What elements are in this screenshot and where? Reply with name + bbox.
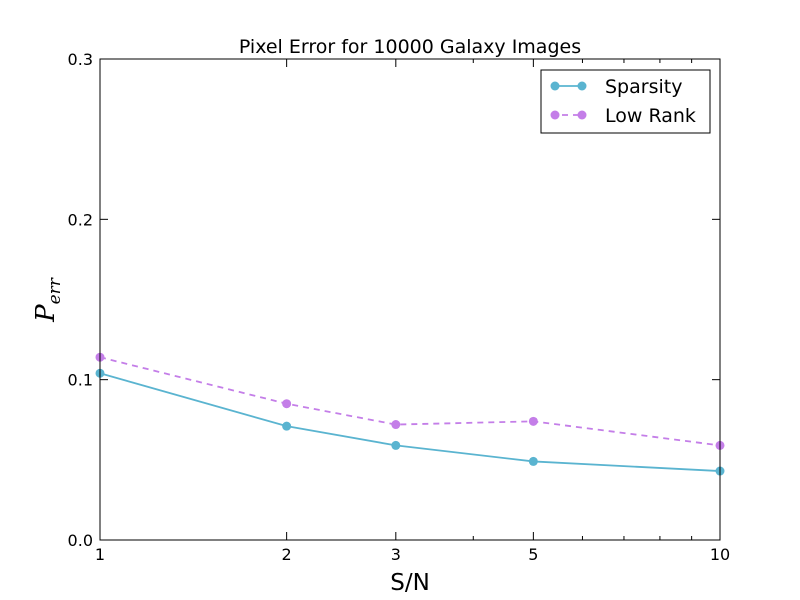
legend-label-sparsity: Sparsity bbox=[605, 76, 682, 98]
x-tick-label: 1 bbox=[95, 545, 105, 564]
y-axis-label: Perr bbox=[31, 277, 65, 323]
y-tick-label: 0.1 bbox=[68, 371, 93, 390]
data-point-sparsity bbox=[391, 440, 401, 450]
legend-marker-low-rank bbox=[550, 110, 560, 120]
plot-area bbox=[95, 352, 725, 476]
legend-box bbox=[540, 69, 711, 134]
data-point-sparsity bbox=[528, 456, 538, 466]
y-axis-label-main: P bbox=[31, 304, 61, 323]
legend-marker-sparsity bbox=[577, 81, 587, 91]
x-tick-label: 5 bbox=[528, 545, 538, 564]
x-tick-label: 2 bbox=[282, 545, 292, 564]
series-line-sparsity bbox=[99, 372, 721, 472]
legend: Sparsity Low Rank bbox=[540, 69, 711, 134]
legend-label-low-rank: Low Rank bbox=[605, 105, 696, 127]
data-point-low-rank bbox=[528, 416, 538, 426]
series-line-low-rank bbox=[99, 356, 721, 447]
legend-marker-low-rank bbox=[577, 110, 587, 120]
y-axis-label-sub: err bbox=[45, 277, 65, 304]
data-point-sparsity bbox=[282, 421, 292, 431]
legend-marker-sparsity bbox=[550, 81, 560, 91]
data-point-low-rank bbox=[391, 420, 401, 430]
y-tick-label: 0.0 bbox=[68, 531, 93, 550]
x-tick-label: 3 bbox=[391, 545, 401, 564]
plot-frame bbox=[99, 58, 721, 541]
x-tick-label: 10 bbox=[710, 545, 730, 564]
x-axis-label: S/N bbox=[390, 570, 430, 596]
data-point-low-rank bbox=[282, 399, 292, 409]
chart-title: Pixel Error for 10000 Galaxy Images bbox=[239, 36, 581, 58]
y-tick-label: 0.3 bbox=[68, 50, 93, 69]
y-tick-label: 0.2 bbox=[68, 210, 93, 229]
axis-ticks: 1 2 3 5 10 0.0 0.1 0.2 0.3 bbox=[68, 50, 731, 564]
